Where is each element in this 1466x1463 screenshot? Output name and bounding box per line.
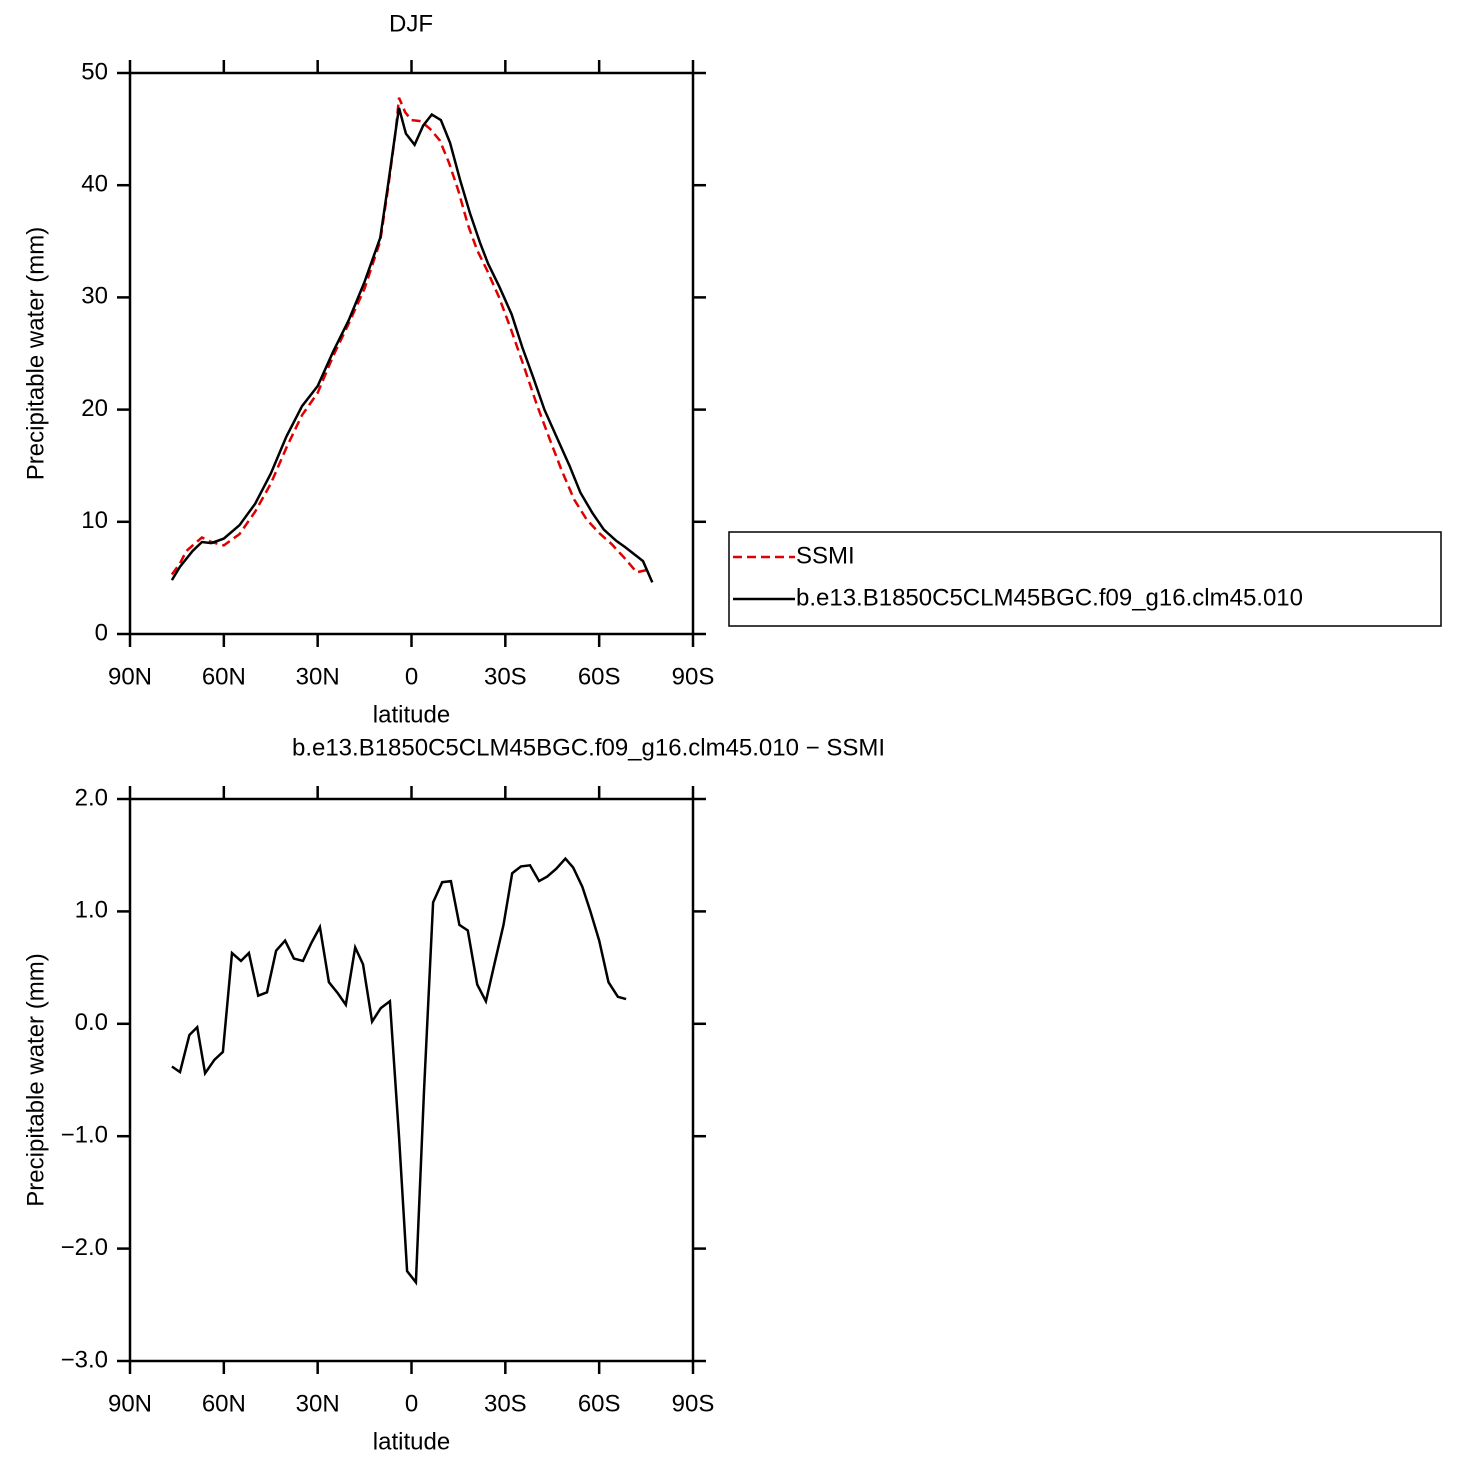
x-tick-label: 60S [578,1390,621,1417]
x-tick-label: 60N [202,663,246,690]
legend-box [728,531,1442,627]
y-tick-label: 0 [95,619,108,646]
legend-label: b.e13.B1850C5CLM45BGC.f09_g16.clm45.010 [796,584,1303,611]
x-tick-label: 90N [108,1390,152,1417]
x-tick-label: 60S [578,663,621,690]
x-axis-label: latitude [373,701,450,728]
x-tick-label: 60N [202,1390,246,1417]
y-axis-label: Precipitable water (mm) [22,953,49,1206]
x-tick-label: 0 [405,663,418,690]
legend-label: SSMI [796,542,855,569]
data-line [170,97,648,576]
y-tick-label: −3.0 [61,1346,108,1373]
x-tick-label: 30N [296,1390,340,1417]
plot-frame [128,71,695,636]
x-axis-label: latitude [373,1428,450,1455]
x-tick-label: 0 [405,1390,418,1417]
x-tick-label: 30N [296,663,340,690]
chart-title: b.e13.B1850C5CLM45BGC.f09_g16.clm45.010 … [292,734,885,761]
y-axis-label: Precipitable water (mm) [22,227,49,480]
x-tick-label: 90N [108,663,152,690]
y-tick-label: 50 [81,58,108,85]
y-tick-label: 40 [81,171,108,198]
y-tick-label: 30 [81,283,108,310]
x-tick-label: 90S [672,663,715,690]
plot-frame [128,797,695,1363]
y-tick-label: −1.0 [61,1122,108,1149]
chart-title: DJF [389,10,433,37]
x-tick-label: 30S [484,1390,527,1417]
y-tick-label: −2.0 [61,1234,108,1261]
y-tick-label: 0.0 [75,1009,108,1036]
y-tick-label: 2.0 [75,784,108,811]
data-line [170,107,654,583]
y-tick-label: 10 [81,507,108,534]
data-line [171,856,627,1286]
x-tick-label: 90S [672,1390,715,1417]
x-tick-label: 30S [484,663,527,690]
y-tick-label: 20 [81,395,108,422]
y-tick-label: 1.0 [75,897,108,924]
